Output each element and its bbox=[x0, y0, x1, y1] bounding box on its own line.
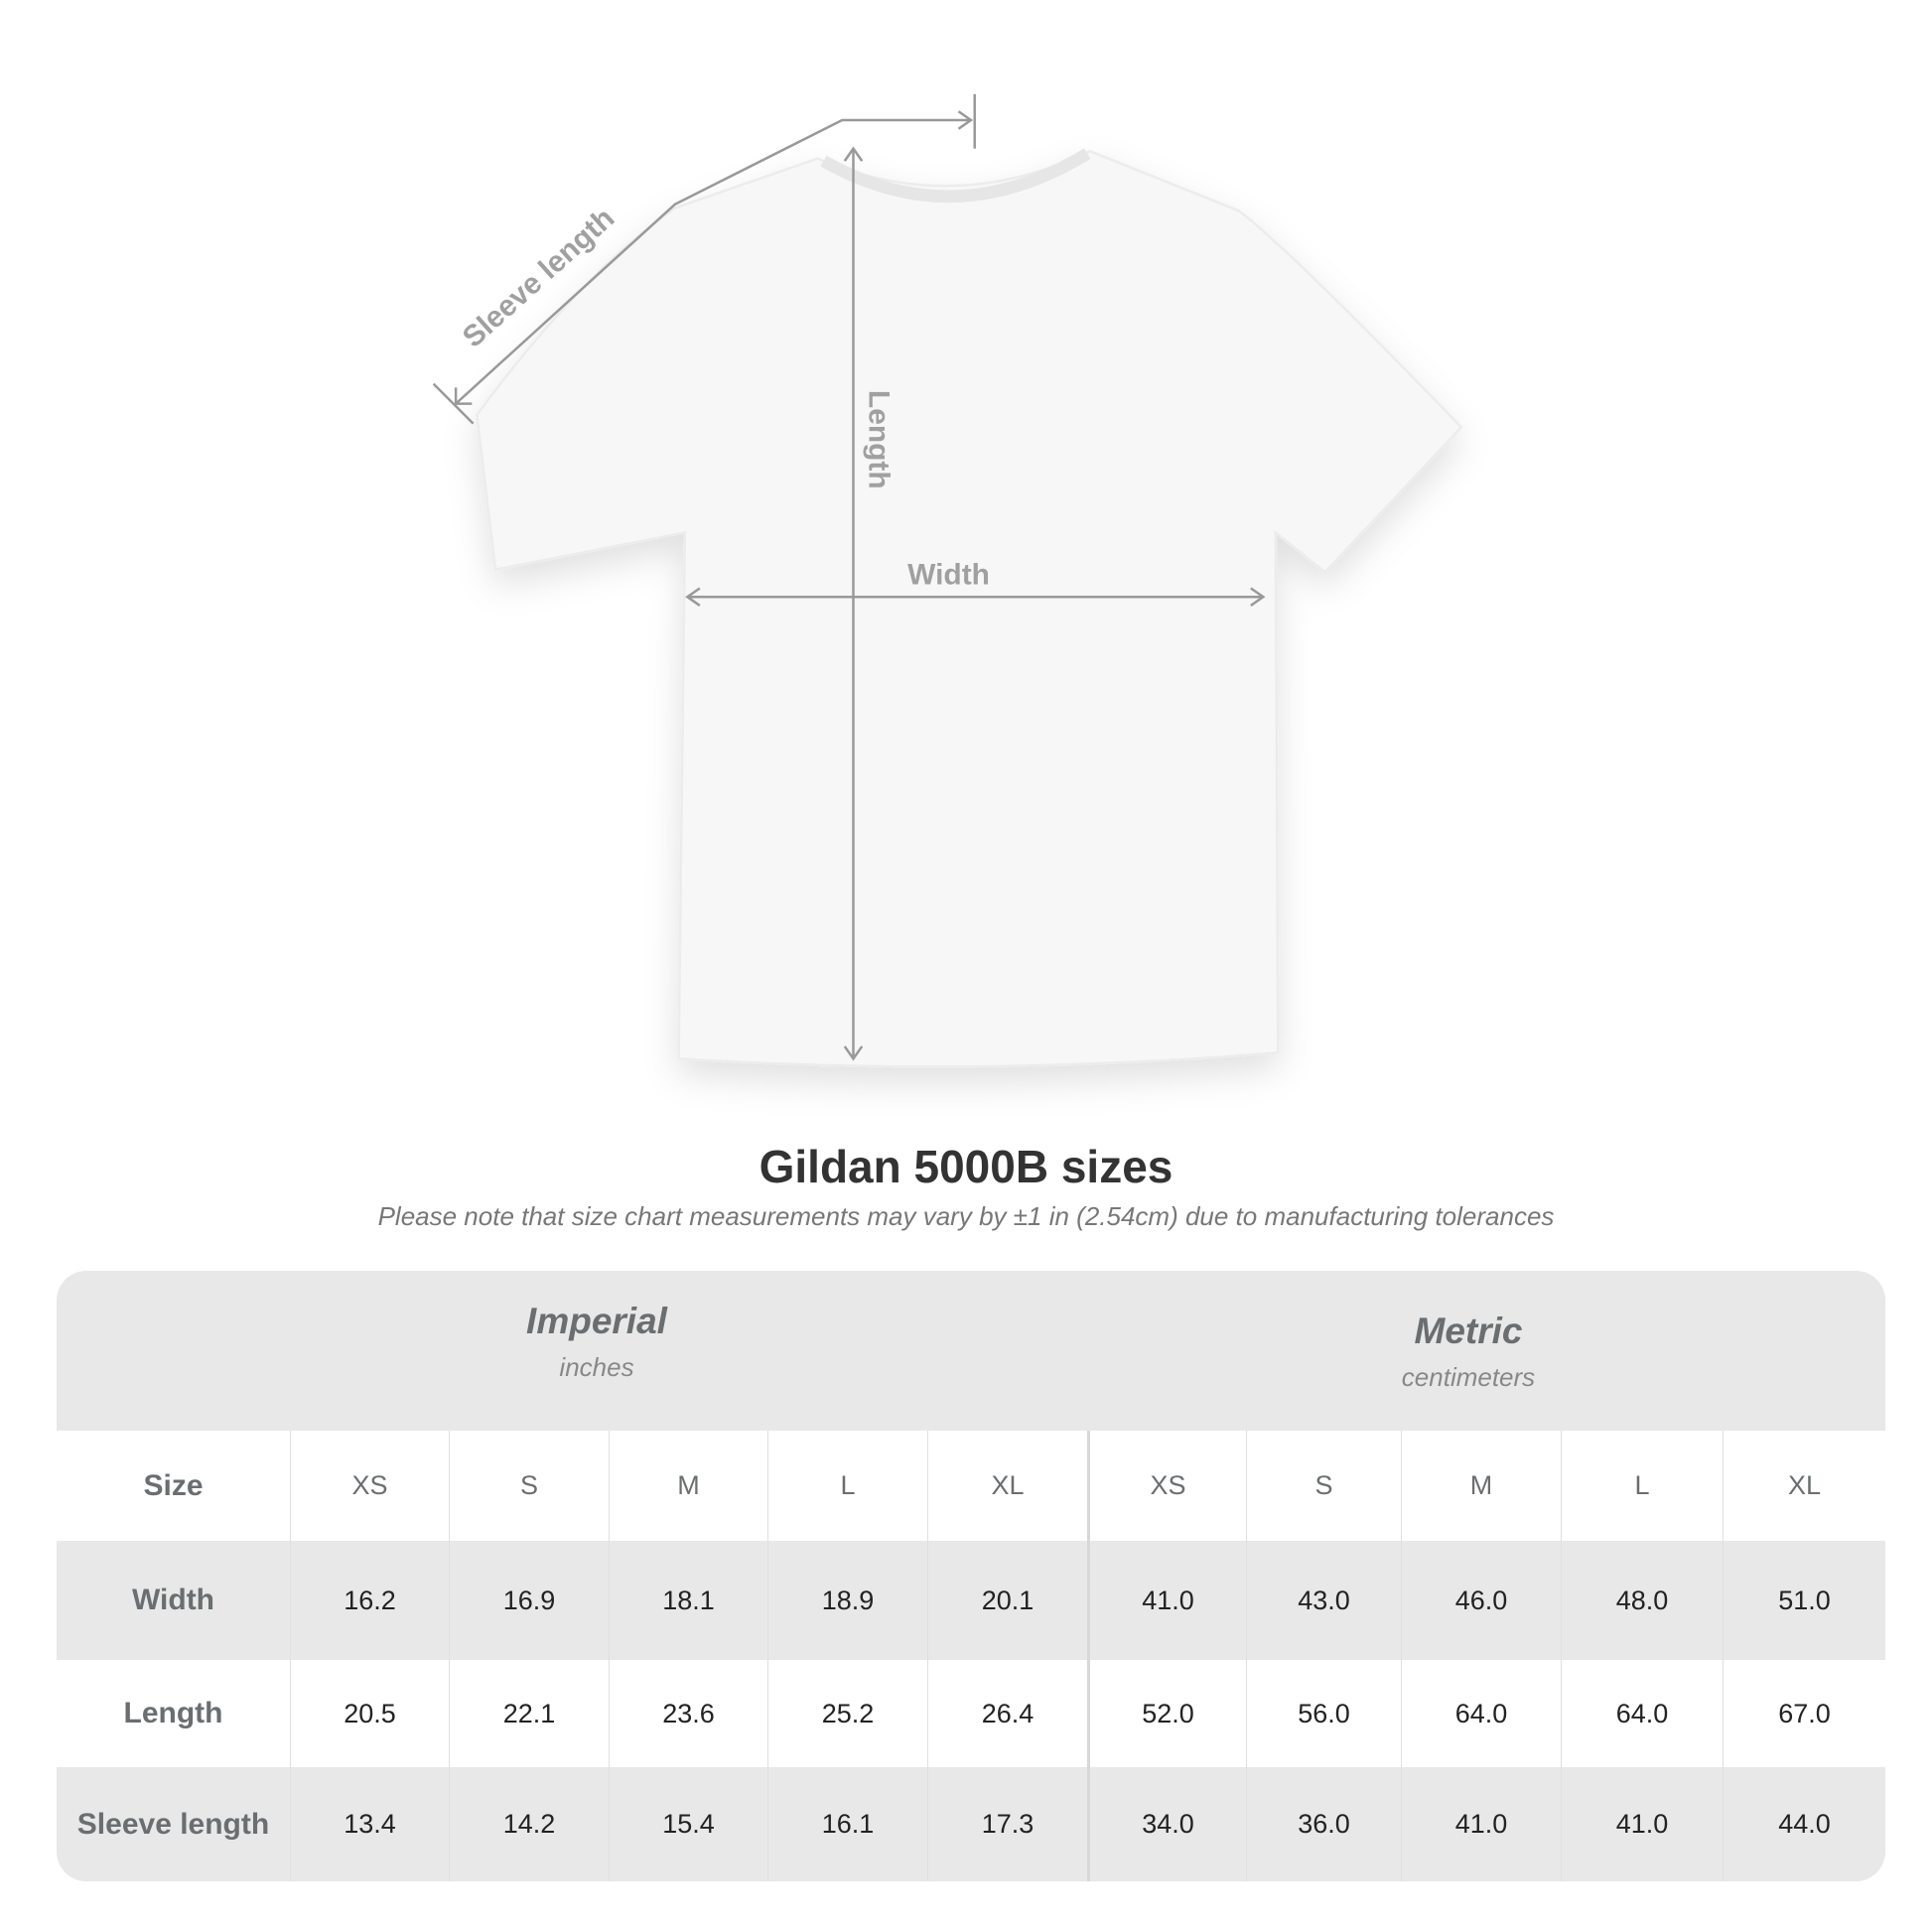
size-column-header: S bbox=[1246, 1431, 1401, 1541]
table-cell: 25.2 bbox=[767, 1660, 927, 1767]
table-cell: 16.2 bbox=[290, 1541, 449, 1660]
table-cell: 48.0 bbox=[1561, 1541, 1723, 1660]
table-cell: 64.0 bbox=[1561, 1660, 1723, 1767]
table-cell: 16.9 bbox=[449, 1541, 609, 1660]
tshirt-image bbox=[476, 149, 1463, 1068]
table-cell: 16.1 bbox=[767, 1767, 927, 1881]
table-cell: 15.4 bbox=[609, 1767, 767, 1881]
table-cell: 13.4 bbox=[290, 1767, 449, 1881]
size-header: Size bbox=[143, 1468, 204, 1502]
table-cell: 52.0 bbox=[1087, 1660, 1246, 1767]
tolerance-note: Please note that size chart measurements… bbox=[377, 1201, 1555, 1231]
row-label: Sleeve length bbox=[76, 1807, 270, 1841]
size-column-header: L bbox=[1561, 1431, 1723, 1541]
metric-unit: centimeters bbox=[1401, 1362, 1536, 1392]
table-cell: 14.2 bbox=[449, 1767, 609, 1881]
length-row: Length 20.5 22.1 23.6 25.2 26.4 52.0 56.0 64.0 64… bbox=[57, 1660, 1885, 1767]
metric-header: Metric centimeters bbox=[1220, 1311, 1717, 1393]
size-column-header: M bbox=[609, 1431, 767, 1541]
table-cell: 64.0 bbox=[1401, 1660, 1561, 1767]
table-cell: 36.0 bbox=[1246, 1767, 1401, 1881]
table-cell: 20.1 bbox=[927, 1541, 1087, 1660]
row-label: Width bbox=[131, 1584, 215, 1616]
sleeve-length-row: Sleeve length 13.4 14.2 15.4 16.1 17.3 34.0 36.… bbox=[57, 1767, 1885, 1881]
size-column-header: XL bbox=[927, 1431, 1087, 1541]
width-row: Width 16.2 16.9 18.1 18.9 20.1 41.0 43.0 46.0 48.… bbox=[57, 1541, 1885, 1660]
table-cell: 41.0 bbox=[1087, 1541, 1246, 1660]
size-column-header: L bbox=[767, 1431, 927, 1541]
page-title: Gildan 5000B sizes bbox=[759, 1141, 1173, 1192]
table-cell: 41.0 bbox=[1561, 1767, 1723, 1881]
imperial-unit: inches bbox=[559, 1352, 634, 1382]
table-cell: 41.0 bbox=[1401, 1767, 1561, 1881]
length-label: Length bbox=[863, 390, 896, 489]
tshirt-collar bbox=[820, 148, 1091, 203]
table-cell: 67.0 bbox=[1723, 1660, 1885, 1767]
size-table: Imperial inches Metric centimeters Size X… bbox=[57, 1271, 1885, 1881]
table-cell: 44.0 bbox=[1723, 1767, 1885, 1881]
size-column-header: XS bbox=[1087, 1431, 1246, 1541]
imperial-label: Imperial bbox=[526, 1301, 667, 1341]
tshirt-diagram: Sleeve length Length Width bbox=[432, 93, 1463, 1068]
size-column-header: M bbox=[1401, 1431, 1561, 1541]
table-cell: 26.4 bbox=[927, 1660, 1087, 1767]
table-cell: 18.1 bbox=[609, 1541, 767, 1660]
table-cell: 56.0 bbox=[1246, 1660, 1401, 1767]
table-cell: 18.9 bbox=[767, 1541, 927, 1660]
table-cell: 23.6 bbox=[609, 1660, 767, 1767]
imperial-header: Imperial inches bbox=[348, 1301, 845, 1383]
table-cell: 17.3 bbox=[927, 1767, 1087, 1881]
size-column-header: XS bbox=[290, 1431, 449, 1541]
table-cell: 20.5 bbox=[290, 1660, 449, 1767]
row-label: Length bbox=[123, 1697, 223, 1729]
size-column-header: S bbox=[449, 1431, 609, 1541]
table-cell: 43.0 bbox=[1246, 1541, 1401, 1660]
table-cell: 51.0 bbox=[1723, 1541, 1885, 1660]
width-label: Width bbox=[907, 559, 990, 592]
table-cell: 46.0 bbox=[1401, 1541, 1561, 1660]
metric-label: Metric bbox=[1414, 1311, 1523, 1351]
unit-header: Imperial inches Metric centimeters bbox=[57, 1271, 1885, 1431]
measurement-lines bbox=[432, 93, 1266, 1061]
table-cell: 34.0 bbox=[1087, 1767, 1246, 1881]
table-cell: 22.1 bbox=[449, 1660, 609, 1767]
size-row: Size XS S M L XL XS S M L XL bbox=[57, 1431, 1885, 1541]
size-column-header: XL bbox=[1723, 1431, 1885, 1541]
